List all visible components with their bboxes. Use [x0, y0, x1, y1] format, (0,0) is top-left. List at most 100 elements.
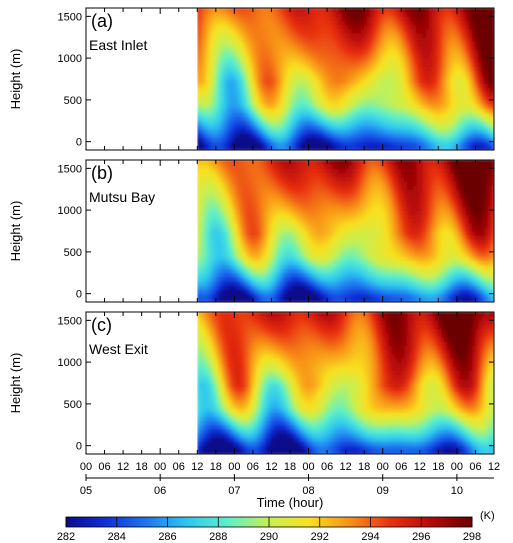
heatmap-cell — [200, 272, 204, 278]
heatmap-cell — [459, 28, 464, 34]
heatmap-cell — [221, 132, 226, 138]
heatmap-cell — [472, 91, 476, 97]
heatmap-cell — [314, 172, 319, 178]
heatmap-cell — [425, 24, 430, 30]
heatmap-cell — [366, 49, 371, 55]
heatmap-cell — [246, 172, 251, 178]
heatmap-cell — [234, 188, 238, 194]
heatmap-cell — [438, 49, 442, 55]
heatmap-cell — [351, 91, 356, 97]
heatmap-cell — [302, 53, 306, 59]
heatmap-cell — [249, 57, 254, 63]
heatmap-cell — [221, 53, 226, 59]
heatmap-cell — [422, 32, 427, 38]
heatmap-cell — [280, 255, 285, 261]
heatmap-cell — [345, 112, 350, 118]
heatmap-cell — [249, 49, 254, 55]
heatmap-cell — [258, 137, 263, 143]
heatmap-cell — [311, 32, 316, 38]
heatmap-cell — [320, 112, 325, 118]
heatmap-cell — [237, 116, 242, 122]
heatmap-cell — [385, 124, 390, 130]
heatmap-cell — [215, 112, 220, 118]
heatmap-cell — [373, 78, 378, 84]
heatmap-cell — [317, 222, 322, 228]
heatmap-cell — [252, 32, 257, 38]
heatmap-cell — [385, 107, 390, 113]
heatmap-cell — [295, 193, 300, 199]
heatmap-cell — [413, 95, 418, 101]
heatmap-cell — [298, 201, 303, 207]
heatmap-cell — [450, 87, 455, 93]
heatmap-cell — [212, 284, 217, 290]
heatmap-cell — [450, 107, 455, 113]
heatmap-cell — [462, 36, 467, 42]
heatmap-cell — [345, 11, 350, 17]
heatmap-cell — [447, 145, 452, 150]
heatmap-cell — [481, 87, 486, 93]
heatmap-cell — [487, 53, 492, 59]
heatmap-cell — [305, 284, 310, 290]
heatmap-cell — [277, 239, 282, 245]
heatmap-cell — [305, 268, 310, 274]
heatmap-cell — [311, 201, 316, 207]
heatmap-cell — [326, 120, 331, 126]
heatmap-cell — [271, 297, 276, 302]
heatmap-cell — [326, 255, 331, 261]
heatmap-cell — [227, 120, 232, 126]
heatmap-cell — [249, 201, 254, 207]
heatmap-cell — [206, 57, 211, 63]
heatmap-cell — [240, 197, 245, 203]
heatmap-cell — [459, 128, 464, 134]
heatmap-cell — [366, 132, 371, 138]
heatmap-cell — [351, 45, 356, 51]
heatmap-cell — [209, 28, 214, 34]
heatmap-cell — [329, 251, 334, 257]
heatmap-cell — [422, 36, 427, 42]
heatmap-cell — [370, 41, 374, 47]
heatmap-cell — [252, 160, 257, 165]
heatmap-cell — [308, 259, 313, 265]
heatmap-cell — [345, 99, 350, 105]
heatmap-cell — [472, 66, 476, 72]
heatmap-cell — [317, 20, 322, 26]
heatmap-cell — [264, 276, 269, 282]
heatmap-cell — [246, 95, 251, 101]
heatmap-cell — [379, 95, 384, 101]
heatmap-cell — [302, 172, 306, 178]
heatmap-cell — [237, 230, 242, 236]
heatmap-cell — [391, 145, 396, 150]
heatmap-cell — [339, 8, 344, 13]
heatmap-cell — [258, 160, 263, 165]
heatmap-cell — [280, 66, 285, 72]
heatmap-cell — [255, 284, 260, 290]
heatmap-cell — [209, 247, 214, 253]
heatmap-cell — [230, 137, 235, 143]
heatmap-cell — [428, 128, 433, 134]
heatmap-cell — [209, 205, 214, 211]
heatmap-cell — [416, 145, 421, 150]
heatmap-cell — [357, 74, 362, 80]
heatmap-cell — [376, 91, 381, 97]
heatmap-cell — [246, 57, 251, 63]
heatmap-cell — [348, 57, 353, 63]
heatmap-cell — [246, 91, 251, 97]
heatmap-cell — [450, 141, 455, 147]
heatmap-cell — [227, 297, 232, 302]
heatmap-cell — [311, 280, 316, 286]
heatmap-cell — [366, 20, 371, 26]
heatmap-cell — [394, 103, 399, 109]
heatmap-cell — [407, 132, 412, 138]
heatmap-cell — [339, 74, 344, 80]
heatmap-cell — [468, 99, 473, 105]
heatmap-cell — [218, 259, 223, 265]
heatmap-cell — [366, 103, 371, 109]
heatmap-cell — [292, 91, 297, 97]
heatmap-cell — [206, 243, 211, 249]
heatmap-cell — [478, 57, 483, 63]
heatmap-cell — [332, 184, 337, 190]
heatmap-cell — [314, 251, 319, 257]
heatmap-cell — [382, 99, 387, 105]
heatmap-cell — [227, 45, 232, 51]
heatmap-cell — [345, 124, 350, 130]
